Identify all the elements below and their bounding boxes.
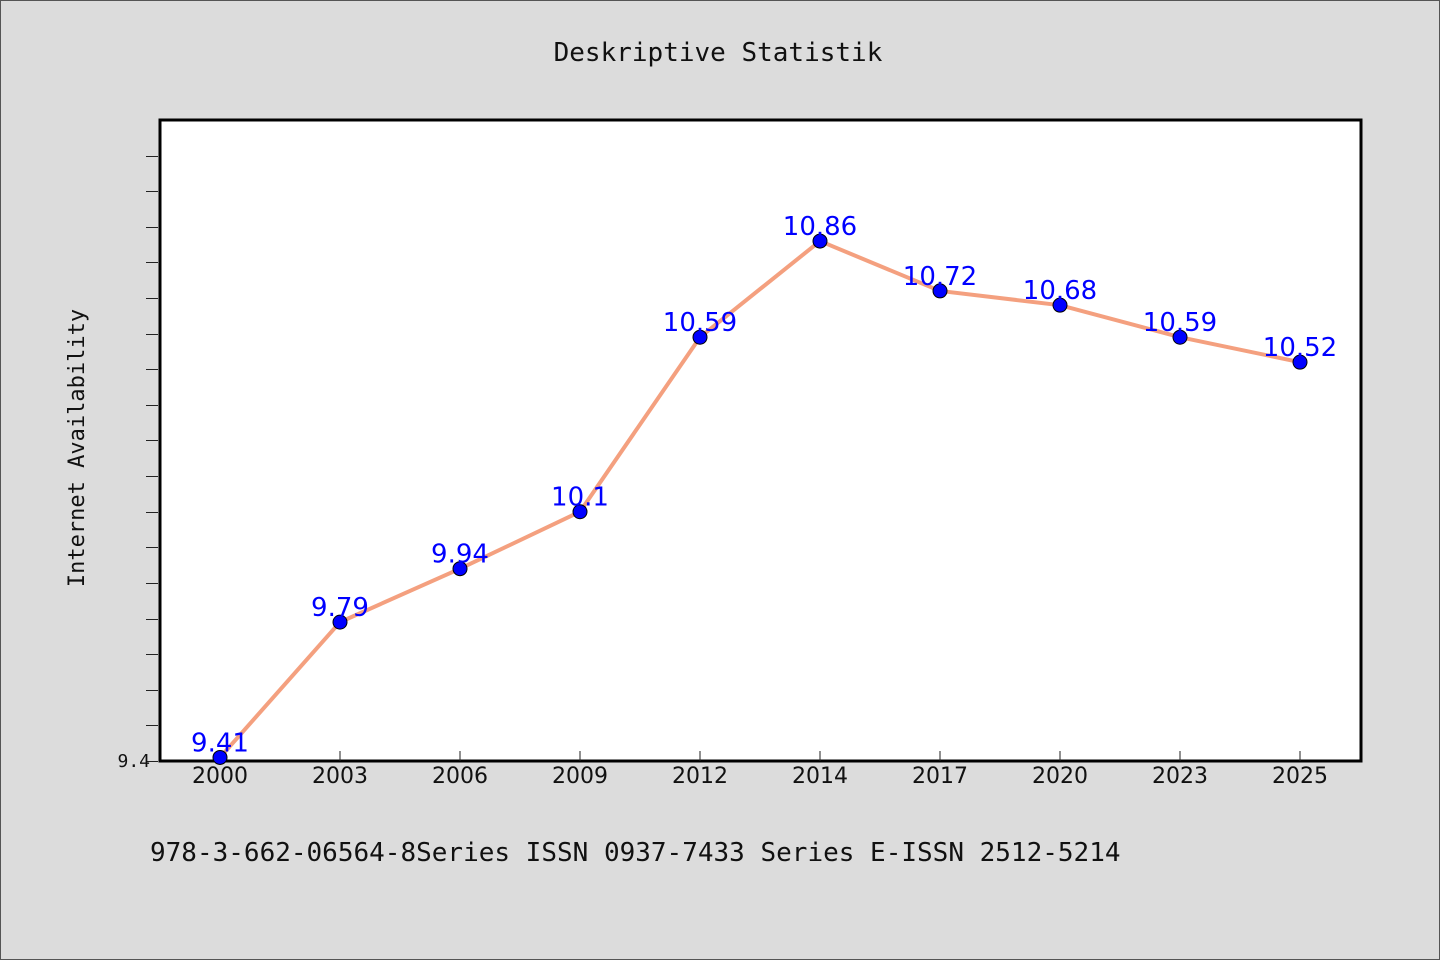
x-tick-label: 2003	[312, 764, 368, 789]
x-tick-label: 2009	[552, 764, 608, 789]
y-axis-label: Internet Availability	[65, 309, 90, 587]
data-label: 10.52	[1263, 333, 1337, 363]
data-label: 10.68	[1023, 276, 1097, 306]
x-tick-label: 2017	[912, 764, 968, 789]
series-layer	[218, 239, 1302, 760]
data-label-layer: 9.41 9.79 9.94 10.1 10.59 10.86 10.72 10.68 10.5…	[191, 212, 1337, 758]
data-label: 9.41	[191, 728, 249, 758]
x-tick-label: 2000	[192, 764, 248, 789]
data-label: 10.59	[1143, 308, 1217, 338]
data-point-marker	[332, 614, 348, 630]
data-point-marker	[932, 283, 948, 299]
data-point-marker	[1292, 354, 1308, 370]
data-point-marker	[1052, 297, 1068, 313]
data-label: 10.86	[783, 212, 857, 242]
x-tick-label: 2020	[1032, 764, 1088, 789]
series-line	[218, 239, 1302, 760]
data-point-marker	[212, 749, 228, 765]
data-point-marker	[812, 233, 828, 249]
x-tick-label: 2014	[792, 764, 848, 789]
data-label: 9.94	[431, 540, 489, 570]
data-point-marker	[452, 561, 468, 577]
chart-title: Deskriptive Statistik	[554, 38, 883, 68]
y-axis-ticks: 9.4	[117, 156, 158, 772]
data-point-marker	[572, 504, 588, 520]
x-axis-ticks: 2000 2003 2006 2009 2012 2014 2017 2020 2023 2025	[192, 751, 1328, 789]
data-label: 10.1	[551, 483, 609, 513]
x-tick-label: 2012	[672, 764, 728, 789]
x-tick-label: 2006	[432, 764, 488, 789]
x-tick-label: 2023	[1152, 764, 1208, 789]
data-label: 10.72	[903, 262, 977, 292]
y-tick-label: 9.4	[117, 751, 150, 772]
footer-isbn-text: 978-3-662-06564-8Series ISSN 0937-7433 S…	[150, 838, 1121, 868]
plot-area	[158, 118, 1363, 763]
marker-layer	[212, 233, 1308, 765]
x-tick-label: 2025	[1272, 764, 1328, 789]
data-label: 10.59	[663, 308, 737, 338]
data-point-marker	[692, 329, 708, 345]
data-point-marker	[1172, 329, 1188, 345]
data-label: 9.79	[311, 593, 369, 623]
